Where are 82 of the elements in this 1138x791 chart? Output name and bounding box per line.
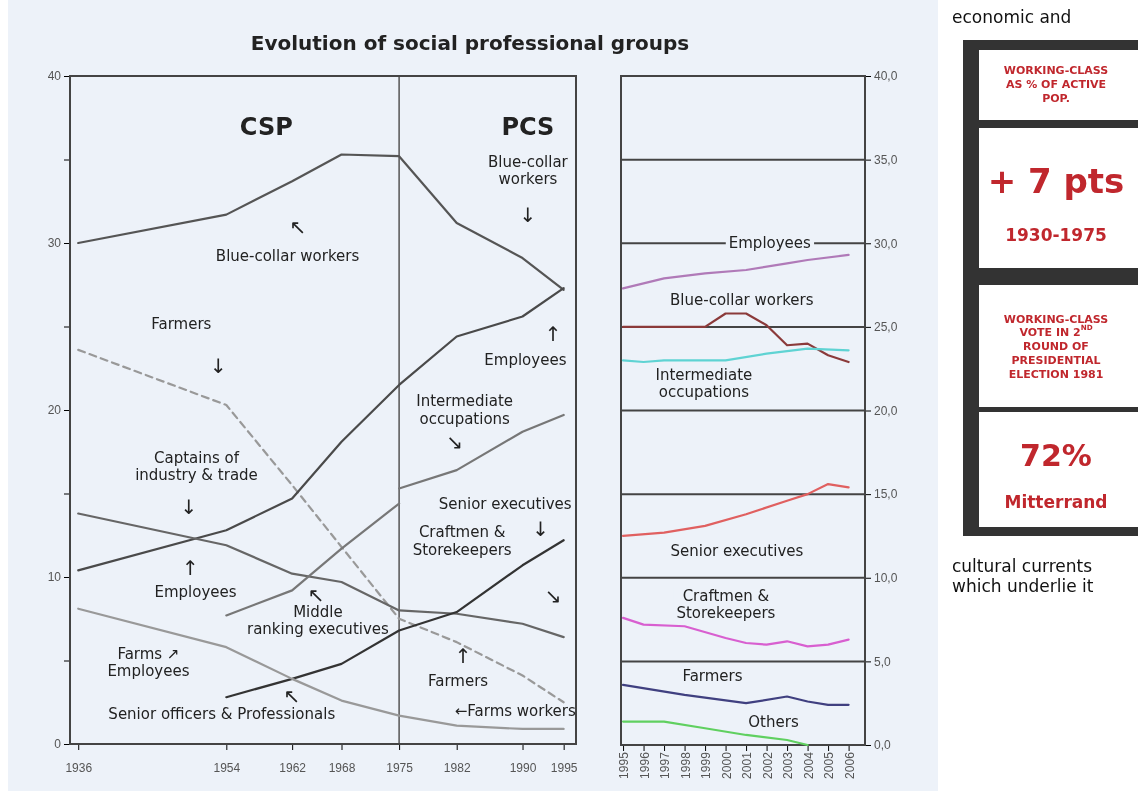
x-tick-label: 2000 <box>719 751 734 779</box>
y-tick-label: 40,0 <box>874 69 898 84</box>
text: WORKING-CLASS VOTE IN 2$^{ND}$ ROUND OF PRESIDENTIAL ELECTION 1981 <box>1003 312 1109 381</box>
x-tick-label: 1998 <box>678 751 693 779</box>
text: + 7 pts <box>987 160 1125 201</box>
x-tick-label: 1982 <box>443 761 471 776</box>
y-tick-label: 30 <box>47 236 62 251</box>
line-series <box>621 347 850 364</box>
x-tick-label: 1995 <box>617 751 632 779</box>
annotation: ↑ <box>182 555 199 580</box>
annotation: ↓ <box>519 202 537 227</box>
y-tick-label: 20,0 <box>874 403 898 418</box>
annotation: Middle ranking executives <box>247 602 390 638</box>
annotation: Intermediate occupations <box>655 365 753 401</box>
annotation: Farmers <box>682 666 743 685</box>
x-tick-label: 1962 <box>279 761 307 776</box>
annotation: ↑ <box>454 643 472 668</box>
line-series <box>621 683 850 706</box>
text: 72% <box>1020 437 1092 473</box>
annotation: Intermediate occupations <box>416 391 514 428</box>
text: economic and <box>952 7 1072 27</box>
x-tick-label: 1997 <box>658 751 673 779</box>
x-tick-label: 1990 <box>509 761 537 776</box>
annotation: Blue-collar workers <box>488 152 569 188</box>
x-tick-label: 1996 <box>637 751 652 779</box>
annotation: ↓ <box>180 494 198 519</box>
chart-title: Evolution of social professional groups <box>250 31 690 55</box>
annotation: Craftmen & Storekeepers <box>412 522 512 559</box>
annotation: ↓ <box>532 516 549 541</box>
x-tick-label: 2001 <box>740 751 755 779</box>
y-tick-label: 25,0 <box>874 320 898 335</box>
line-series <box>621 482 850 538</box>
x-tick-label: 2005 <box>822 751 837 779</box>
annotation: Employees <box>154 582 237 601</box>
annotation: ↘ <box>446 429 463 454</box>
annotation: Others <box>748 712 799 731</box>
x-tick-label: 1954 <box>213 761 241 776</box>
annotation: Captains of industry & trade <box>135 448 258 484</box>
x-tick-label: 1999 <box>699 751 714 779</box>
x-tick-label: 1975 <box>386 761 414 776</box>
annotation: Blue-collar workers <box>670 290 814 309</box>
text: 1930-1975 <box>1005 225 1107 245</box>
annotation: Senior executives <box>438 494 572 513</box>
annotation: Farms ↗ Employees <box>107 644 190 680</box>
y-tick-label: 30,0 <box>874 236 898 251</box>
text: cultural currents which underlie it <box>952 556 1094 597</box>
x-tick-label: 2002 <box>760 751 775 779</box>
line-series <box>77 512 565 639</box>
x-tick-label: 1995 <box>550 761 578 776</box>
annotation: ↖ <box>289 214 307 239</box>
x-tick-label: 2003 <box>781 751 796 779</box>
annotation: Farmers <box>151 315 212 333</box>
annotation: ↑ <box>544 321 562 346</box>
annotation: PCS <box>501 113 555 142</box>
annotation: ↓ <box>209 353 227 378</box>
x-tick-label: 2006 <box>842 751 857 779</box>
y-tick-label: 35,0 <box>874 152 898 167</box>
y-tick-label: 40 <box>47 69 62 84</box>
text: WORKING-CLASS AS % OF ACTIVE POP. <box>1003 64 1109 105</box>
annotation: ↘ <box>544 583 562 608</box>
y-tick-label: 20 <box>47 403 62 418</box>
annotation: Blue-collar workers <box>215 246 360 265</box>
y-tick-label: 10 <box>47 570 62 585</box>
annotation: Employees <box>484 350 567 369</box>
line-series <box>621 312 850 364</box>
line-series <box>621 253 850 290</box>
text: Mitterrand <box>1004 492 1108 512</box>
annotation: Craftmen & Storekeepers <box>676 586 776 622</box>
line-series <box>398 413 565 490</box>
y-tick-label: 0,0 <box>874 738 892 753</box>
y-tick-label: 0 <box>54 737 62 752</box>
annotation: ←Farms workers <box>454 701 576 720</box>
x-tick-label: 1936 <box>65 761 93 776</box>
x-tick-label: 1968 <box>328 761 356 776</box>
y-tick-label: 10,0 <box>874 571 898 586</box>
annotation: Farmers <box>428 671 489 690</box>
annotation: Senior executives <box>670 541 804 560</box>
annotation: Employees <box>728 233 812 252</box>
x-tick-label: 2004 <box>801 751 816 779</box>
y-tick-label: 15,0 <box>874 487 898 502</box>
annotation: CSP <box>239 113 293 142</box>
y-tick-label: 5,0 <box>874 654 892 669</box>
